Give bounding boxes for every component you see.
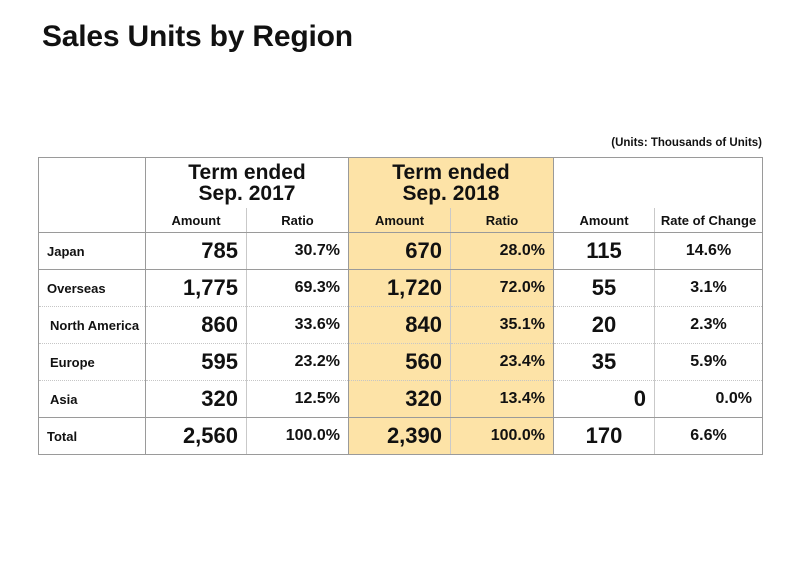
table-row-north-america: North America 860 33.6% 840 35.1% 20 2.3… xyxy=(38,306,763,344)
col-header-amount-2018: Amount xyxy=(348,208,451,233)
period-2017-line2: Sep. 2017 xyxy=(198,182,296,205)
rate-of-change: 5.9% xyxy=(654,343,763,381)
change-header xyxy=(553,157,763,208)
rate-of-change: 3.1% xyxy=(654,269,763,307)
amount-2017: 320 xyxy=(145,380,247,418)
table-row-asia: Asia 320 12.5% 320 13.4% 0 0.0% xyxy=(38,380,763,418)
table-row-japan: Japan 785 30.7% 670 28.0% 115 14.6% xyxy=(38,232,763,270)
col-header-rate-of-change: Rate of Change xyxy=(654,208,763,233)
col-header-amount-change: Amount xyxy=(553,208,655,233)
amount-change: 55 xyxy=(553,269,655,307)
ratio-2017: 12.5% xyxy=(246,380,349,418)
ratio-2017: 23.2% xyxy=(246,343,349,381)
units-note: (Units: Thousands of Units) xyxy=(611,137,762,149)
row-label: Asia xyxy=(38,380,146,418)
col-header-ratio-2018: Ratio xyxy=(450,208,554,233)
period-header-2017: Term ended Sep. 2017 xyxy=(145,157,349,208)
amount-change: 0 xyxy=(553,380,655,418)
ratio-2018: 35.1% xyxy=(450,306,554,344)
sales-table: Term ended Sep. 2017 Term ended Sep. 201… xyxy=(38,157,763,455)
table-row-europe: Europe 595 23.2% 560 23.4% 35 5.9% xyxy=(38,343,763,381)
amount-change: 35 xyxy=(553,343,655,381)
period-2018-line1: Term ended xyxy=(392,161,510,184)
ratio-2017: 69.3% xyxy=(246,269,349,307)
rate-of-change: 0.0% xyxy=(654,380,763,418)
amount-2017: 860 xyxy=(145,306,247,344)
amount-2017: 595 xyxy=(145,343,247,381)
amount-change: 170 xyxy=(553,417,655,455)
ratio-2018: 28.0% xyxy=(450,232,554,270)
ratio-2017: 33.6% xyxy=(246,306,349,344)
row-label: Japan xyxy=(38,232,146,270)
row-label: North America xyxy=(38,306,146,344)
table-row-total: Total 2,560 100.0% 2,390 100.0% 170 6.6% xyxy=(38,417,763,455)
amount-change: 20 xyxy=(553,306,655,344)
rate-of-change: 2.3% xyxy=(654,306,763,344)
row-label: Europe xyxy=(38,343,146,381)
period-header-2018: Term ended Sep. 2018 xyxy=(348,157,554,208)
col-header-amount-2017: Amount xyxy=(145,208,247,233)
amount-2018: 1,720 xyxy=(348,269,451,307)
amount-change: 115 xyxy=(553,232,655,270)
row-label: Total xyxy=(38,417,146,455)
rate-of-change: 14.6% xyxy=(654,232,763,270)
col-header-ratio-2017: Ratio xyxy=(246,208,349,233)
amount-2018: 320 xyxy=(348,380,451,418)
amount-2018: 840 xyxy=(348,306,451,344)
period-header-row: Term ended Sep. 2017 Term ended Sep. 201… xyxy=(38,157,763,233)
ratio-2017: 100.0% xyxy=(246,417,349,455)
column-header-row: Amount Ratio Amount Ratio Amount Rate of… xyxy=(39,208,763,233)
ratio-2018: 13.4% xyxy=(450,380,554,418)
table-row-overseas: Overseas 1,775 69.3% 1,720 72.0% 55 3.1% xyxy=(38,269,763,307)
amount-2017: 785 xyxy=(145,232,247,270)
ratio-2018: 100.0% xyxy=(450,417,554,455)
ratio-2018: 72.0% xyxy=(450,269,554,307)
page-title: Sales Units by Region xyxy=(42,20,353,53)
amount-2017: 1,775 xyxy=(145,269,247,307)
amount-2018: 560 xyxy=(348,343,451,381)
period-2018-line2: Sep. 2018 xyxy=(402,182,500,205)
rate-of-change: 6.6% xyxy=(654,417,763,455)
row-label: Overseas xyxy=(38,269,146,307)
period-2017-line1: Term ended xyxy=(188,161,306,184)
corner-cell xyxy=(38,157,146,233)
ratio-2018: 23.4% xyxy=(450,343,554,381)
amount-2017: 2,560 xyxy=(145,417,247,455)
amount-2018: 2,390 xyxy=(348,417,451,455)
amount-2018: 670 xyxy=(348,232,451,270)
ratio-2017: 30.7% xyxy=(246,232,349,270)
